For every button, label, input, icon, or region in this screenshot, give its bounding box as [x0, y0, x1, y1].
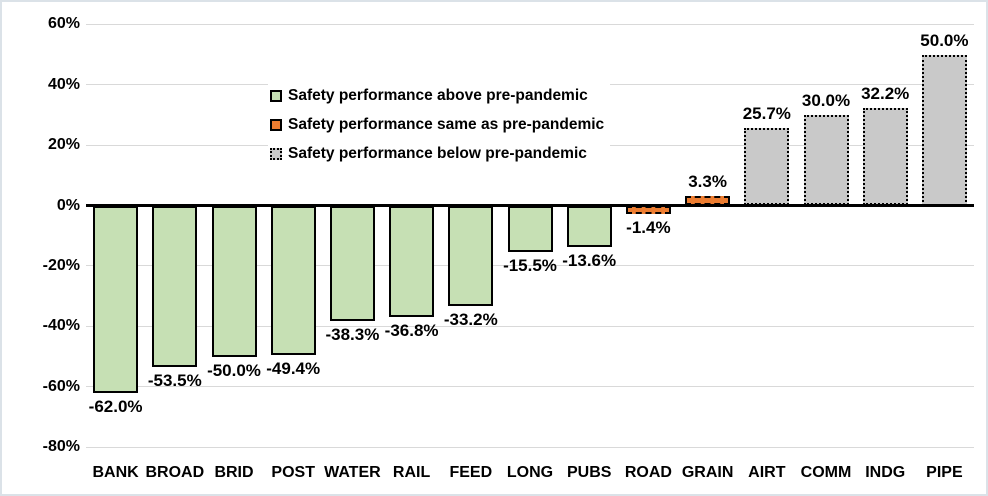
x-category-label-long: LONG	[506, 464, 554, 481]
legend-swatch-same-icon	[270, 118, 282, 131]
value-label-grain: 3.3%	[688, 171, 727, 191]
x-category-label-broad: BROAD	[145, 464, 205, 481]
y-tick-label: 20%	[47, 136, 80, 154]
y-tick-label: -40%	[42, 317, 80, 335]
bar-comm	[803, 114, 849, 206]
bar-brid	[211, 205, 257, 357]
x-category-label-pipe: PIPE	[926, 464, 963, 481]
bar-indg	[862, 108, 908, 206]
bar-airt	[744, 127, 790, 206]
value-label-bank: -62.0%	[88, 396, 143, 416]
x-category-label-comm: COMM	[800, 464, 852, 481]
legend-swatch-above-icon	[270, 89, 282, 102]
x-category-label-bank: BANK	[92, 464, 139, 481]
bar-broad	[152, 205, 198, 368]
bar-pubs	[566, 205, 612, 247]
legend-item-same: Safety performance same as pre-pandemic	[270, 110, 604, 139]
gridline-60%	[86, 23, 974, 25]
bar-water	[329, 205, 375, 322]
legend-item-below: Safety performance below pre-pandemic	[270, 139, 604, 168]
x-category-label-brid: BRID	[214, 464, 254, 481]
legend-label-above: Safety performance above pre-pandemic	[288, 86, 588, 104]
legend-label-below: Safety performance below pre-pandemic	[288, 144, 587, 162]
x-category-label-pubs: PUBS	[566, 464, 612, 481]
value-label-long: -15.5%	[503, 256, 557, 276]
value-label-water: -38.3%	[325, 325, 380, 345]
x-category-label-post: POST	[271, 464, 315, 481]
value-label-feed: -33.2%	[443, 309, 498, 329]
x-category-label-indg: INDG	[865, 464, 906, 481]
value-label-pipe: 50.0%	[920, 30, 969, 50]
gridline--20%	[86, 265, 974, 267]
x-category-label-rail: RAIL	[392, 464, 431, 481]
x-category-label-feed: FEED	[449, 464, 493, 481]
bar-feed	[448, 205, 494, 306]
x-category-label-grain: GRAIN	[681, 464, 734, 481]
legend-swatch-below-icon	[270, 147, 282, 160]
bar-long	[507, 205, 553, 253]
gridline--80%	[86, 446, 974, 448]
value-label-road: -1.4%	[626, 217, 671, 237]
bar-bank	[93, 205, 139, 393]
legend: Safety performance above pre-pandemic Sa…	[268, 80, 611, 169]
x-category-label-road: ROAD	[624, 464, 672, 481]
gridline--40%	[86, 325, 974, 327]
legend-item-above: Safety performance above pre-pandemic	[270, 81, 604, 110]
value-label-comm: 30.0%	[801, 90, 851, 110]
value-label-rail: -36.8%	[384, 320, 439, 340]
x-category-label-water: WATER	[324, 464, 381, 481]
bar-pipe	[921, 54, 967, 206]
y-tick-label: -20%	[42, 256, 80, 274]
bar-post	[270, 205, 316, 355]
y-tick-label: 40%	[47, 75, 80, 93]
value-label-airt: 25.7%	[742, 103, 791, 123]
x-axis-zero-line	[86, 204, 974, 207]
value-label-post: -49.4%	[266, 358, 321, 378]
x-category-label-airt: AIRT	[748, 464, 786, 481]
gridline--60%	[86, 386, 974, 388]
bar-rail	[389, 205, 435, 317]
value-label-pubs: -13.6%	[562, 250, 617, 270]
value-label-broad: -53.5%	[147, 371, 202, 391]
y-tick-label: 0%	[56, 196, 80, 214]
y-tick-label: -60%	[42, 377, 80, 395]
y-tick-label: 60%	[47, 15, 80, 33]
y-tick-label: -80%	[42, 438, 80, 456]
value-label-brid: -50.0%	[207, 360, 261, 380]
legend-label-same: Safety performance same as pre-pandemic	[288, 115, 605, 133]
value-label-indg: 32.2%	[861, 84, 910, 104]
